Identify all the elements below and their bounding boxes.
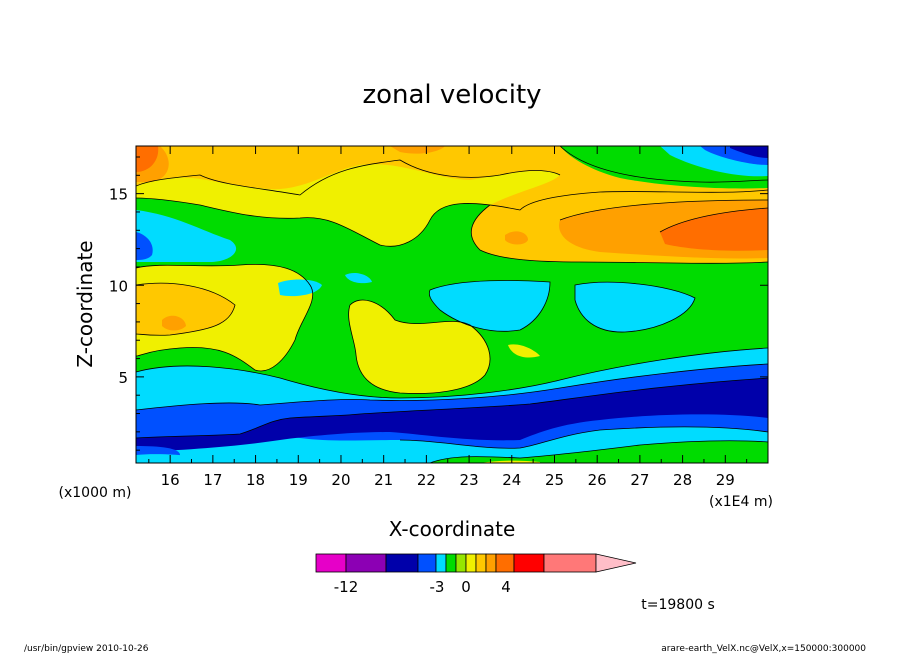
y-tick-label: 15 [109, 186, 128, 204]
colorbar [315, 553, 637, 573]
colorbar-swatch [513, 553, 545, 573]
x-unit-label: (x1E4 m) [709, 494, 773, 510]
x-tick-label: 18 [246, 471, 265, 489]
x-tick-label: 25 [545, 471, 564, 489]
region-cyan-blob-4 [575, 282, 695, 333]
region-yellow-small-right [508, 344, 540, 358]
colorbar-level-label: 0 [461, 578, 471, 596]
x-tick-label: 21 [374, 471, 393, 489]
x-axis-label: X-coordinate [389, 517, 516, 541]
region-navy-top-right [730, 146, 768, 158]
time-label: t=19800 s [641, 597, 715, 613]
footer-left: /usr/bin/gpview 2010-10-26 [24, 644, 149, 654]
y-axis-label: Z-coordinate [73, 240, 97, 367]
colorbar-swatch [543, 553, 597, 573]
colorbar-swatch [385, 553, 419, 573]
x-axis-ticks: 16 17 18 19 20 21 22 23 24 25 26 27 28 29 [148, 146, 748, 489]
footer-right: arare-earth_VelX.nc@VelX,x=150000:300000 [661, 644, 866, 654]
region-green-bottom [430, 440, 768, 463]
y-axis-ticks: 5 10 15 [109, 156, 768, 451]
colorbar-swatch [495, 553, 515, 573]
x-tick-label: 28 [673, 471, 692, 489]
contour-field [136, 146, 768, 463]
x-tick-label: 24 [502, 471, 521, 489]
x-tick-label: 29 [716, 471, 735, 489]
region-navy-lower [136, 378, 768, 452]
region-cyan-left-upper [136, 210, 237, 262]
region-darkorange-top-left [136, 146, 159, 172]
x-tick-label: 27 [630, 471, 649, 489]
region-cyan-blob-3 [429, 280, 550, 332]
y-unit-label: (x1000 m) [59, 485, 132, 501]
colorbar-swatch [475, 553, 487, 573]
region-blue-left-upper [136, 232, 153, 260]
x-tick-label: 26 [588, 471, 607, 489]
colorbar-labels: -12 -3 0 4 [334, 578, 511, 596]
colorbar-swatch [445, 553, 457, 573]
region-cyan-blob-1 [278, 279, 322, 297]
colorbar-arrow [595, 553, 637, 573]
region-orange-middle-left [162, 315, 186, 331]
colorbar-swatch [417, 553, 437, 573]
colorbar-swatch [345, 553, 387, 573]
x-tick-label: 17 [203, 471, 222, 489]
colorbar-swatch [315, 553, 347, 573]
plot-frame [135, 145, 769, 464]
x-tick-label: 16 [161, 471, 180, 489]
y-tick-label: 10 [109, 277, 128, 295]
region-cyan-bottom [136, 454, 240, 463]
colorbar-swatch [455, 553, 467, 573]
x-tick-label: 20 [331, 471, 350, 489]
region-gold-middle-left [136, 283, 235, 336]
x-tick-label: 23 [460, 471, 479, 489]
region-yellow-center [348, 300, 490, 394]
colorbar-swatch [435, 553, 447, 573]
region-cyan-blob-2 [345, 272, 372, 284]
x-tick-label: 22 [417, 471, 436, 489]
colorbar-level-label: -3 [430, 578, 445, 596]
region-yellow-bottom [480, 460, 540, 463]
colorbar-level-label: -12 [334, 578, 359, 596]
region-orange-upper-mid [390, 146, 445, 154]
y-tick-label: 5 [118, 369, 128, 387]
x-tick-label: 19 [289, 471, 308, 489]
region-orange-small [505, 231, 528, 245]
colorbar-swatch [485, 553, 497, 573]
colorbar-swatch [465, 553, 477, 573]
colorbar-level-label: 4 [501, 578, 511, 596]
region-darkorange-right [660, 208, 768, 251]
chart-title: zonal velocity [362, 80, 541, 110]
